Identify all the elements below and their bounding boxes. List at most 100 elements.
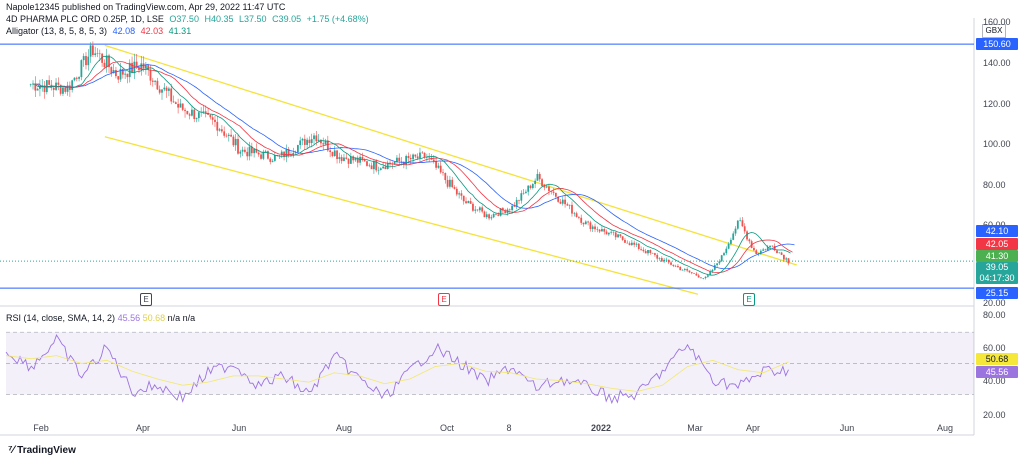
candle	[488, 214, 490, 219]
candle	[303, 138, 306, 145]
candle	[522, 192, 525, 194]
candle	[425, 157, 428, 158]
candle	[140, 63, 143, 71]
candle	[34, 83, 37, 91]
candle	[373, 161, 375, 170]
candle	[467, 201, 470, 204]
candle	[660, 258, 663, 262]
candle	[331, 152, 334, 157]
candle	[75, 77, 78, 79]
x-tick-label: Feb	[33, 423, 49, 433]
candle	[584, 221, 587, 225]
candle	[706, 275, 709, 277]
candle	[250, 146, 253, 154]
candle	[87, 56, 90, 66]
candle	[630, 242, 633, 245]
candle	[739, 220, 742, 221]
candle	[582, 222, 585, 225]
rsi-y-tick-label: 80.00	[983, 310, 1006, 320]
candle	[292, 152, 295, 155]
candle	[239, 151, 242, 154]
candle	[732, 233, 735, 240]
y-tick-label: 20.00	[983, 298, 1006, 308]
rsi-y-tick-label: 60.00	[983, 343, 1006, 353]
candle	[577, 216, 580, 218]
candle	[216, 121, 219, 131]
candle	[439, 165, 442, 173]
candle	[94, 53, 97, 56]
candle	[91, 45, 94, 56]
candle	[121, 68, 124, 75]
candle	[693, 273, 695, 274]
x-tick-label: 2022	[590, 423, 612, 433]
candle	[633, 242, 636, 245]
candle	[62, 87, 64, 94]
candle	[651, 253, 654, 254]
candle	[322, 143, 325, 145]
candle	[541, 179, 543, 187]
candle	[400, 161, 403, 162]
candle	[478, 207, 481, 211]
candle	[131, 62, 133, 73]
candle	[649, 250, 652, 254]
candle	[103, 62, 106, 68]
candle	[534, 180, 537, 185]
candle	[382, 166, 385, 169]
candle	[241, 149, 244, 152]
earnings-badge[interactable]: E	[438, 293, 450, 306]
candle	[617, 234, 619, 238]
candle	[647, 250, 649, 254]
candle	[736, 220, 739, 229]
candle	[230, 134, 232, 137]
candle	[702, 278, 705, 279]
candle	[161, 89, 163, 93]
candle	[124, 73, 127, 75]
candle	[727, 243, 730, 249]
candle	[591, 226, 594, 229]
candle	[449, 179, 451, 187]
candle	[324, 140, 327, 145]
candle	[144, 65, 147, 69]
candle	[128, 62, 131, 78]
candle	[177, 103, 180, 108]
candle	[686, 269, 689, 271]
candle	[548, 186, 550, 191]
candle	[370, 165, 373, 170]
earnings-badge[interactable]: E	[140, 293, 152, 306]
candle	[621, 236, 624, 240]
candle	[313, 135, 315, 140]
candle	[640, 248, 642, 250]
earnings-badge[interactable]: E	[743, 293, 755, 306]
candle	[495, 213, 497, 215]
candle	[423, 152, 426, 158]
candle	[508, 209, 511, 211]
candle	[338, 157, 341, 159]
candle	[764, 249, 767, 251]
candle	[442, 172, 444, 174]
candle	[347, 158, 350, 164]
candle	[766, 247, 769, 251]
candle	[78, 77, 80, 79]
rsi-na-value: n/a n/a	[167, 313, 196, 323]
candle	[465, 201, 467, 204]
candle	[126, 73, 129, 78]
bottom-line-price-tag: 25.15	[976, 287, 1018, 299]
candle	[670, 262, 672, 265]
candle	[656, 254, 659, 259]
last-price-tag: 39.05 04:17:30	[976, 262, 1018, 284]
candle	[151, 80, 154, 82]
candle	[762, 249, 765, 251]
candle	[573, 213, 576, 214]
candle	[557, 196, 560, 202]
high-value: H40.35	[204, 14, 234, 24]
rsi-ma-line	[5, 355, 789, 392]
rsi-label: RSI (14, close, SMA, 14, 2)	[6, 313, 116, 323]
tradingview-logo[interactable]: ⁷⁄ TradingView	[8, 444, 76, 456]
x-tick-label: Aug	[936, 423, 954, 433]
candle	[730, 239, 732, 244]
currency-label[interactable]: GBX	[982, 24, 1006, 38]
x-tick-label: Jun	[231, 423, 247, 433]
candle	[188, 114, 191, 116]
candle	[681, 269, 684, 271]
